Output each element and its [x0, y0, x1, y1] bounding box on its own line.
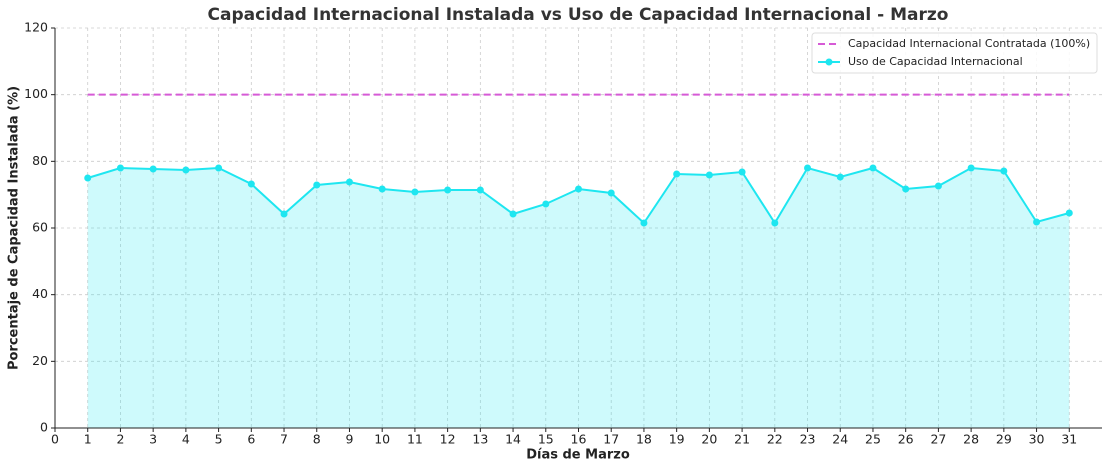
- x-tick-label: 30: [1029, 432, 1045, 447]
- marker: [280, 210, 288, 218]
- x-axis-label: Días de Marzo: [526, 448, 630, 463]
- marker: [1000, 167, 1008, 175]
- x-tick-label: 0: [51, 432, 59, 447]
- x-tick-label: 7: [280, 432, 288, 447]
- x-tick-label: 23: [800, 432, 816, 447]
- x-tick-label: 21: [734, 432, 750, 447]
- x-tick-label: 20: [701, 432, 717, 447]
- x-tick-label: 29: [996, 432, 1012, 447]
- marker: [247, 180, 255, 188]
- x-tick-label: 24: [832, 432, 848, 447]
- marker: [313, 181, 321, 189]
- marker: [1065, 209, 1073, 217]
- marker: [967, 164, 975, 172]
- marker: [215, 164, 223, 172]
- marker: [542, 200, 550, 208]
- x-tick-label: 22: [767, 432, 783, 447]
- y-tick-label: 60: [32, 220, 48, 235]
- marker: [378, 185, 386, 193]
- legend-box: [811, 32, 1098, 74]
- marker: [607, 189, 615, 197]
- x-tick-label: 3: [149, 432, 157, 447]
- x-tick-label: 26: [898, 432, 914, 447]
- x-tick-label: 27: [930, 432, 946, 447]
- area: [87, 168, 1070, 428]
- x-tick-label: 19: [669, 432, 685, 447]
- x-tick-label: 17: [603, 432, 619, 447]
- x-tick-label: 8: [313, 432, 321, 447]
- x-tick-label: 1: [84, 432, 92, 447]
- x-tick-label: 25: [865, 432, 881, 447]
- chart-title: Capacidad Internacional Instalada vs Uso…: [208, 5, 949, 25]
- x-tick-label: 11: [407, 432, 423, 447]
- y-tick-label: 0: [40, 420, 48, 435]
- x-tick-label: 28: [963, 432, 979, 447]
- y-tick-label: 100: [24, 86, 48, 101]
- y-tick-label: 20: [32, 353, 48, 368]
- marker: [84, 174, 92, 182]
- marker: [934, 182, 942, 190]
- legend-label: Capacidad Internacional Contratada (100%…: [848, 37, 1090, 50]
- marker: [705, 171, 713, 179]
- marker: [116, 164, 124, 172]
- x-tick-label: 5: [215, 432, 223, 447]
- marker: [411, 188, 419, 196]
- legend-marker: [825, 58, 833, 66]
- y-tick-label: 40: [32, 286, 48, 301]
- x-tick-label: 31: [1061, 432, 1077, 447]
- marker: [1033, 218, 1041, 226]
- marker: [476, 186, 484, 194]
- axis: [54, 28, 1102, 429]
- marker: [345, 178, 353, 186]
- marker: [804, 164, 812, 172]
- x-tick-label: 13: [472, 432, 488, 447]
- x-tick-label: 4: [182, 432, 190, 447]
- marker: [836, 173, 844, 181]
- marker: [149, 165, 157, 173]
- y-tick-label: 120: [24, 20, 48, 35]
- x-tick-label: 2: [116, 432, 124, 447]
- marker: [673, 170, 681, 178]
- x-tick-label: 16: [571, 432, 587, 447]
- x-tick-label: 18: [636, 432, 652, 447]
- y-tick-label: 80: [32, 153, 48, 168]
- marker: [575, 185, 582, 193]
- marker: [509, 210, 517, 218]
- marker: [869, 164, 877, 172]
- x-tick-label: 14: [505, 432, 521, 447]
- x-tick-label: 9: [345, 432, 353, 447]
- x-tick-label: 12: [440, 432, 456, 447]
- x-tick-label: 15: [538, 432, 554, 447]
- y-axis-label: Porcentaje de Capacidad Instalada (%): [7, 86, 22, 370]
- marker: [182, 166, 190, 174]
- marker: [444, 186, 452, 194]
- legend-label: Uso de Capacidad Internacional: [848, 55, 1023, 68]
- x-tick-label: 10: [374, 432, 390, 447]
- marker: [902, 185, 910, 193]
- marker: [640, 219, 648, 227]
- marker: [771, 219, 779, 227]
- x-tick-label: 6: [247, 432, 255, 447]
- marker: [738, 168, 746, 176]
